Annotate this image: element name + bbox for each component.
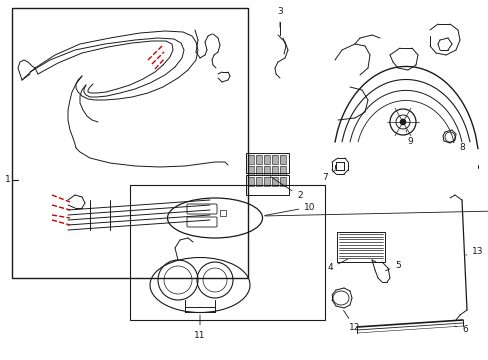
Bar: [245, 153, 288, 173]
Text: 3: 3: [277, 8, 282, 27]
Bar: [280, 166, 285, 175]
Bar: [264, 177, 269, 186]
Bar: [247, 155, 253, 164]
Bar: [264, 166, 269, 175]
Bar: [220, 210, 225, 216]
Text: 11: 11: [194, 315, 205, 339]
Bar: [256, 177, 262, 186]
Text: 4: 4: [326, 259, 347, 273]
Bar: [130, 185, 325, 320]
Text: 8: 8: [451, 141, 464, 153]
Text: 13: 13: [465, 248, 483, 256]
Bar: [245, 175, 288, 195]
Text: 5: 5: [385, 261, 400, 271]
Text: 1: 1: [5, 175, 11, 184]
Bar: [12, 8, 247, 278]
Text: 12: 12: [343, 310, 360, 333]
Text: 10: 10: [264, 206, 488, 216]
Text: 6: 6: [454, 325, 467, 334]
Text: 10: 10: [264, 202, 315, 216]
Bar: [271, 177, 278, 186]
Bar: [271, 155, 278, 164]
Bar: [247, 166, 253, 175]
Bar: [264, 155, 269, 164]
Bar: [280, 177, 285, 186]
Text: 9: 9: [405, 130, 412, 147]
Bar: [256, 155, 262, 164]
Bar: [336, 232, 384, 262]
Bar: [280, 155, 285, 164]
Circle shape: [399, 119, 405, 125]
Bar: [271, 166, 278, 175]
Text: 7: 7: [322, 170, 335, 183]
Text: 2: 2: [270, 176, 302, 201]
Bar: [256, 166, 262, 175]
Bar: [247, 177, 253, 186]
